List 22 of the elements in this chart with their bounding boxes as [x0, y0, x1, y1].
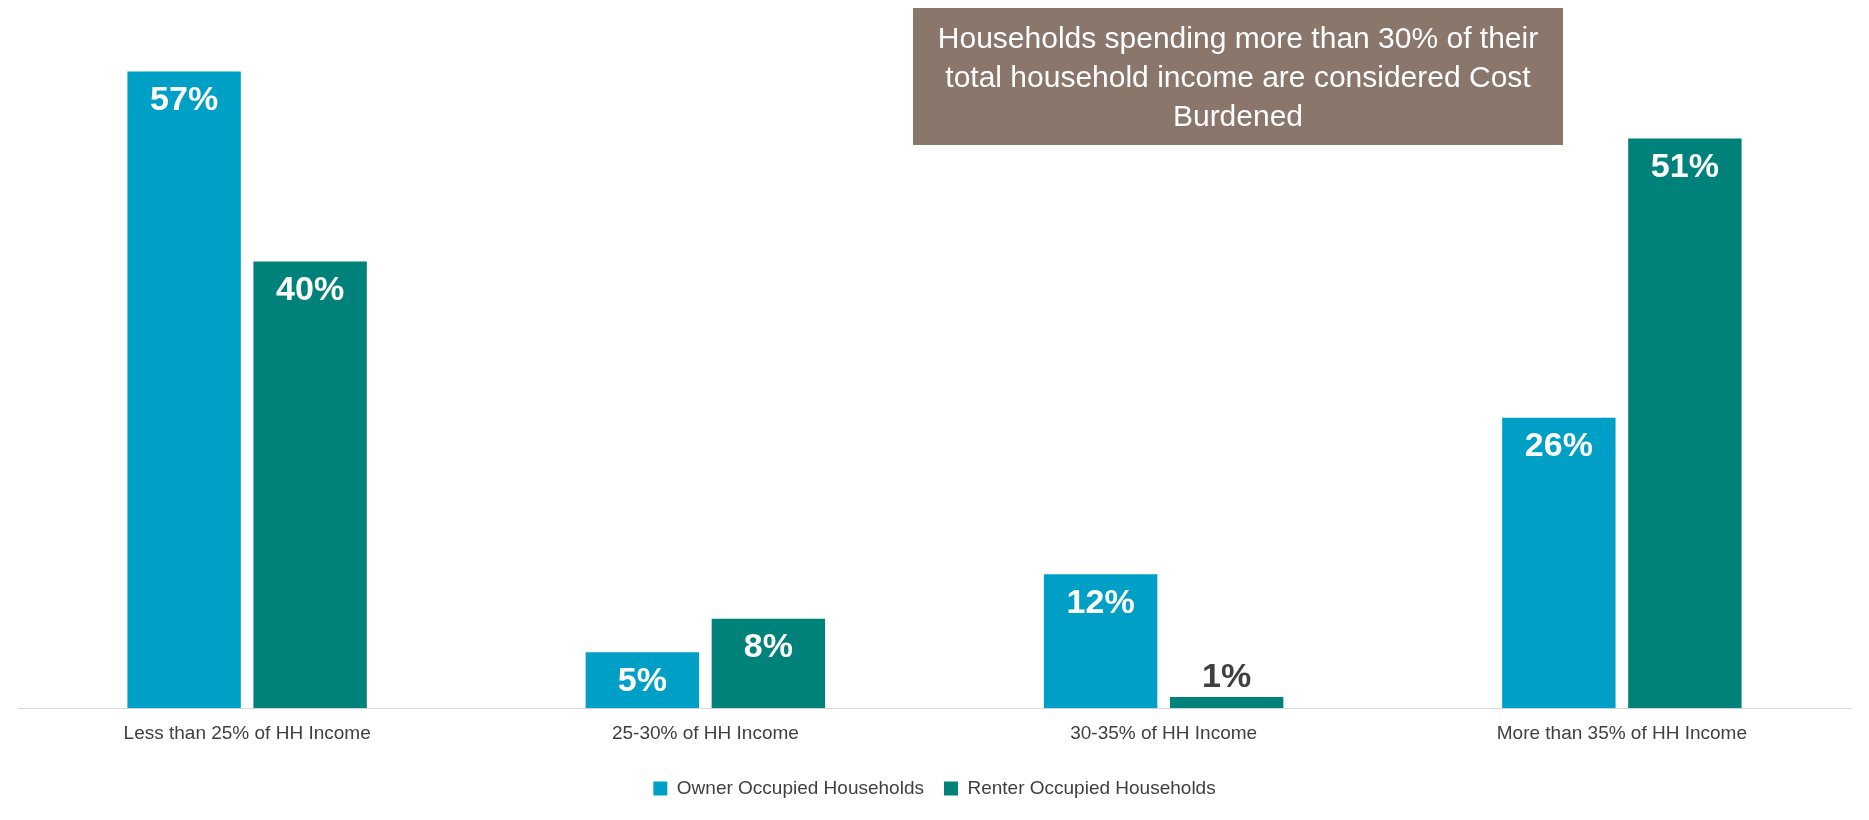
- data-label: 26%: [1524, 425, 1593, 464]
- x-tick-label: 25-30% of HH Income: [611, 721, 799, 743]
- bar: [1169, 697, 1284, 709]
- data-label: 40%: [276, 268, 345, 307]
- data-label: 8%: [743, 626, 793, 665]
- bar: [1043, 574, 1158, 709]
- data-label: 12%: [1066, 581, 1135, 620]
- legend-label: Renter Occupied Households: [967, 776, 1216, 798]
- bar: [711, 618, 826, 709]
- bar: [1502, 417, 1616, 709]
- data-label: 5%: [617, 659, 667, 698]
- x-tick-label: 30-35% of HH Income: [1070, 721, 1258, 743]
- data-label: 51%: [1650, 145, 1719, 184]
- x-tick-label: More than 35% of HH Income: [1496, 721, 1748, 743]
- x-tick-label: Less than 25% of HH Income: [123, 721, 371, 743]
- bar: [127, 71, 241, 709]
- annotation: Households spending more than 30% of their total household income are considered Cost Burdened: [913, 8, 1563, 145]
- bar: [1628, 138, 1742, 709]
- legend-label: Owner Occupied Households: [676, 776, 924, 798]
- data-label: 1%: [1202, 656, 1252, 695]
- bar: [253, 261, 367, 709]
- data-label: 57%: [150, 78, 219, 117]
